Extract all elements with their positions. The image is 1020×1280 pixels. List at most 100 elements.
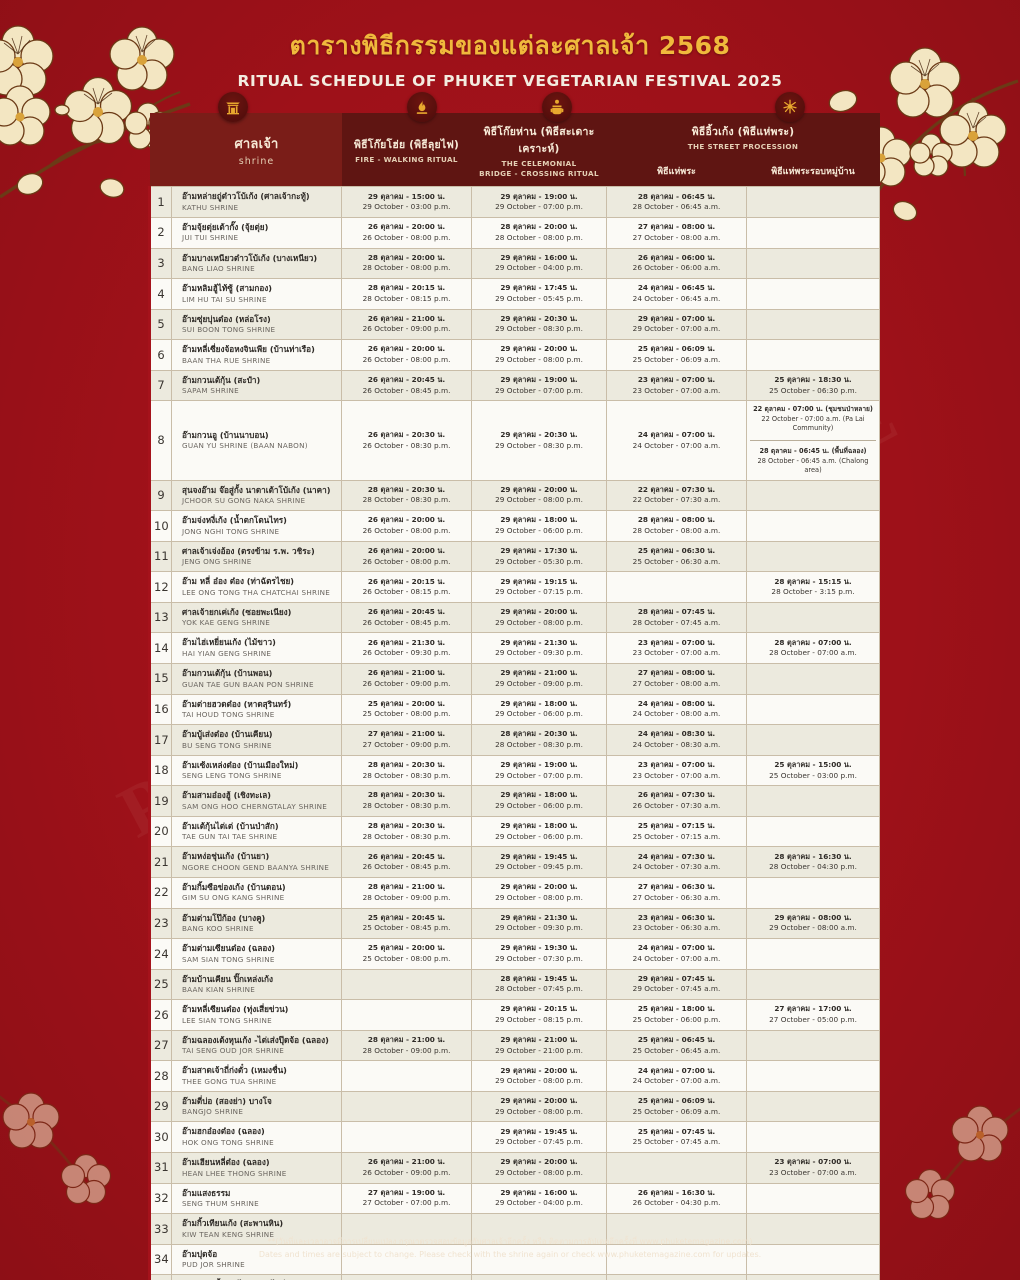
cell-village-procession: 28 ตุลาคม - 07:00 น. 28 October - 07:00 a… — [745, 632, 881, 665]
cell-street-procession: 24 ตุลาคม - 07:00 น. 24 October - 07:00 a… — [606, 938, 747, 970]
cell-street-procession: 25 ตุลาคม - 06:30 น. 25 October - 06:30 a… — [606, 540, 747, 573]
cell-bridge-crossing: 29 ตุลาคม - 21:00 น. 29 October - 21:00 p… — [471, 1029, 607, 1062]
cell-village-procession — [745, 1213, 881, 1245]
table-row[interactable]: 3 อ๊ามบางเหนียวต๋าวโบ้เก้ง (บางเหนียว) BAN… — [148, 247, 881, 280]
time-thai: 28 ตุลาคม - 15:15 น. — [774, 576, 852, 586]
cell-shrine: ศาลเจ้าเจ่งอ้อง (ตรงข้าม ร.พ. วชิระ) JENG… — [171, 540, 342, 573]
cell-street-procession: 29 ตุลาคม - 07:00 น. 29 October - 07:00 a… — [606, 308, 747, 341]
time-english: 28 October - 06:45 a.m. (Chalong area) — [757, 456, 869, 475]
table-row[interactable]: 19 อ๊ามสามอ๋องฮู้ (เชิงทะเล) SAM ONG HOO C… — [148, 785, 881, 817]
table-row[interactable]: 15 อ๊ามกวนเต้กุ้น (บ้านพอน) GUAN TAE GUN B… — [148, 663, 881, 695]
shrine-name-thai: อ๊ามต่ามเซียนต๋อง (ฉลอง) — [182, 943, 276, 954]
header-shrine-en: shrine — [238, 155, 275, 167]
table-row[interactable]: 33 อ๊ามกิ้วเทียนเก้ง (สะพานหิน) KIW TEAN K… — [148, 1213, 881, 1245]
table-row[interactable]: 27 อ๊ามฉลองเต้งหุนเก้ง -ไต่เส่งปุ๊ดจ้อ (ฉ… — [148, 1029, 881, 1062]
time-block: 25 ตุลาคม - 18:00 น. 25 October - 06:00 p… — [610, 1004, 743, 1025]
time-english: 29 October - 08:30 p.m. — [495, 440, 583, 450]
time-thai: 29 ตุลาคม - 20:00 น. — [500, 344, 578, 354]
table-row[interactable]: 23 อ๊ามต่ามโป๊ก้อง (บางคู) BANG KOO SHRINE… — [148, 907, 881, 940]
row-number: 7 — [148, 369, 172, 402]
table-row[interactable]: 11 ศาลเจ้าเจ่งอ้อง (ตรงข้าม ร.พ. วชิระ) JE… — [148, 540, 881, 573]
time-block: 23 ตุลาคม - 06:30 น. 23 October - 06:30 a… — [610, 913, 743, 934]
header-procession-th: พิธีอิ้วเก้ง (พิธีแห่พระ) — [691, 125, 795, 138]
table-row[interactable]: 26 อ๊ามหลี่เซียนต๋อง (ทุ่งเสี่ยข่วน) LEE S… — [148, 999, 881, 1031]
table-row[interactable]: 35เทวสถานกิ้วอ๋องไต่เต่ (ราไวย์)GIW AONG… — [148, 1274, 881, 1280]
table-row[interactable]: 13 ศาลเจ้ายกเค่เก้ง (ซอยพะเนียง) YOK KAE G… — [148, 601, 881, 634]
time-english: 29 October - 06:00 p.m. — [495, 526, 583, 535]
time-english: 25 October - 06:09 a.m. — [632, 355, 721, 365]
time-english: 29 October - 21:00 p.m. — [495, 1045, 583, 1055]
shrine-name-english: LEE SIAN TONG SHRINE — [182, 1015, 272, 1025]
time-thai: 25 ตุลาคม - 07:15 น. — [637, 821, 716, 831]
time-english: 28 October - 08:30 p.m. — [362, 801, 451, 811]
cell-fire-walking: 26 ตุลาคม - 20:00 น. 26 October - 08:00 p… — [341, 510, 472, 542]
cell-shrine: อ๊ามหลี่เซียนต๋อง (ทุ่งเสี่ยข่วน) LEE SIA… — [171, 999, 342, 1031]
cell-bridge-crossing: 28 ตุลาคม - 19:45 น. 28 October - 07:45 p… — [471, 968, 607, 1001]
header-bridge-en: THE CELEMONIAL BRIDGE - CROSSING RITUAL — [479, 159, 599, 178]
time-thai: 28 ตุลาคม - 08:00 น. — [637, 515, 716, 525]
cell-fire-walking: 25 ตุลาคม - 20:45 น. 25 October - 08:45 p… — [341, 907, 472, 940]
table-row[interactable]: 30 อ๊ามฮกอ๋องต๋อง (ฉลอง) HOK ONG TONG SHRI… — [148, 1121, 881, 1154]
time-english: 28 October - 08:30 p.m. — [362, 495, 451, 505]
poster-header: ตารางพิธีกรรมของแต่ละศาลเจ้า 2568 RITUAL… — [0, 0, 1020, 90]
table-row[interactable]: 31 อ๊ามเฮียนหลี่ต๋อง (ฉลอง) HEAN LHEE THON… — [148, 1152, 881, 1184]
table-row[interactable]: 4 อ๊ามหลิมฮู้ไท้ซู้ (สามกอง) LIM HU TAI SU… — [148, 278, 881, 310]
cell-fire-walking: 28 ตุลาคม - 20:30 น. 28 October - 08:30 p… — [341, 815, 472, 848]
table-row[interactable]: 24 อ๊ามต่ามเซียนต๋อง (ฉลอง) SAM SIAN TONG … — [148, 938, 881, 970]
table-row[interactable]: 10 อ๊ามจ่งหงี่เก้ง (น้ำตกโตนไทร) JONG NGHI… — [148, 510, 881, 542]
time-english: 29 October - 08:00 p.m. — [495, 1076, 583, 1086]
shrine-name-thai: อ๊ามหล่ายถู่ต๋าวโบ้เก้ง (ศาลเจ้ากะทู้) — [182, 191, 310, 202]
table-row[interactable]: 25 อ๊ามบ้านเคียน ปิ๊กเหล่งเก้ง BAAN KIAN S… — [148, 968, 881, 1001]
table-row[interactable]: 32 อ๊ามแสงธรรม SENG THUM SHRINE 27 ตุลาคม -… — [148, 1182, 881, 1215]
table-row[interactable]: 20 อ๊ามเต้กุ้นไต่เต่ (บ้านป่าสัก) TAE GUN … — [148, 815, 881, 848]
table-row[interactable]: 21 อ๊ามหง่อชุ่นเก้ง (บ้านยา) NGORE CHOON G… — [148, 846, 881, 878]
cell-fire-walking: 27 ตุลาคม - 21:00 น. 27 October - 09:00 p… — [341, 724, 472, 756]
table-row[interactable]: 18 อ๊ามเซ้งเหล่งต๋อง (บ้านเมืองใหม่) SENG … — [148, 754, 881, 787]
shrine-name-thai: อ๊ามหลี่เซี่ยงจ้อหงจินเพีย (บ้านท่าเรือ) — [182, 344, 315, 355]
time-thai: 29 ตุลาคม - 20:30 น. — [500, 313, 578, 323]
time-thai: 29 ตุลาคม - 19:00 น. — [500, 759, 578, 769]
cell-shrine: อ๊ามซุ่ยบุ่นต๋อง (หล่อโรง) SUI BOON TONG … — [171, 308, 342, 341]
table-row[interactable]: 1 อ๊ามหล่ายถู่ต๋าวโบ้เก้ง (ศาลเจ้ากะทู้) K… — [148, 186, 881, 218]
table-row[interactable]: 5 อ๊ามซุ่ยบุ่นต๋อง (หล่อโรง) SUI BOON TONG… — [148, 308, 881, 341]
time-thai: 27 ตุลาคม - 06:30 น. — [637, 882, 716, 892]
time-english: 28 October - 07:45 p.m. — [495, 984, 583, 994]
time-thai: 29 ตุลาคม - 15:00 น. — [367, 191, 446, 201]
table-row[interactable]: 29 อ๊ามตี่บ่อ (สองย่า) บางโจ BANGJO SHRINE… — [148, 1090, 881, 1123]
table-row[interactable]: 16 อ๊ามต่ายฮวดต๋อง (หาดสุรินทร์) TAI HOUD … — [148, 693, 881, 726]
time-thai: 29 ตุลาคม - 08:00 น. — [774, 912, 852, 922]
table-row[interactable]: 14 อ๊ามไฮ่เหยี่ยนเก้ง (ไม้ขาว) HAI YIAN GE… — [148, 632, 881, 665]
cell-fire-walking: 26 ตุลาคม - 20:00 น. 26 October - 08:00 p… — [341, 540, 472, 573]
time-block: 29 ตุลาคม - 21:00 น. 29 October - 21:00 p… — [475, 1035, 603, 1056]
cell-street-procession: 28 ตุลาคม - 08:00 น. 28 October - 08:00 a… — [606, 510, 747, 542]
time-english: 25 October - 06:30 p.m. — [769, 385, 857, 395]
time-thai: 29 ตุลาคม - 19:00 น. — [500, 375, 578, 385]
table-row[interactable]: 22 อ๊ามกิ้มซือข่องเก้ง (บ้านดอน) GIM SU ON… — [148, 876, 881, 909]
table-row[interactable]: 2 อ๊ามจุ้ยตุ่ยเต้ากั๊ง (จุ้ยตุ่ย) JUI TUI … — [148, 217, 881, 249]
table-row[interactable]: 12 อ๊าม หลี่ อ๋อง ต๋อง (ท่าฉัตรไชย) LEE ON… — [148, 571, 881, 603]
time-block: 28 ตุลาคม - 21:00 น. 28 October - 09:00 p… — [345, 1035, 468, 1056]
time-english: 23 October - 07:00 a.m. — [632, 385, 721, 395]
time-thai: 28 ตุลาคม - 20:30 น. — [367, 790, 446, 800]
time-thai: 29 ตุลาคม - 21:30 น. — [500, 637, 578, 647]
table-row[interactable]: 17 อ๊ามบู้เส่งต๋อง (บ้านเคียน) BU SENG TON… — [148, 724, 881, 756]
cell-fire-walking: 27 ตุลาคม - 19:00 น. 27 October - 07:00 p… — [341, 1182, 472, 1215]
time-thai: 26 ตุลาคม - 21:00 น. — [367, 313, 446, 323]
time-thai: 26 ตุลาคม - 06:00 น. — [637, 252, 716, 262]
time-english: 29 October - 07:45 p.m. — [495, 1137, 583, 1147]
time-english: 28 October - 08:00 p.m. — [495, 232, 583, 242]
table-row[interactable]: 9 สุนจงอ๊าม จ๊อสู่กั้ง นาดาเต้าโบ้เก้ง (น… — [148, 479, 881, 512]
cell-street-procession — [606, 1274, 747, 1280]
table-row[interactable]: 7 อ๊ามกวนเต้กุ้น (สะปำ) SAPAM SHRINE 26 ตุล… — [148, 369, 881, 402]
time-english: 24 October - 07:00 a.m. — [632, 953, 721, 963]
table-row[interactable]: 28 อ๊ามสาดเจ้าถี่ก่งตั๋ว (เหมงชื่น) THEE G… — [148, 1060, 881, 1092]
time-block: 28 ตุลาคม - 20:30 น. 28 October - 08:30 p… — [345, 760, 468, 781]
cell-village-procession — [745, 217, 881, 249]
cell-bridge-crossing: 29 ตุลาคม - 20:30 น. 29 October - 08:30 p… — [471, 308, 607, 341]
shrine-name-english: BAAN THA RUE SHRINE — [182, 355, 271, 365]
table-row[interactable]: 8 อ๊ามกวนอู (บ้านนาบอน) GUAN YU SHRINE (BA… — [148, 400, 881, 481]
shrine-name-thai: อ๊ามต่ายฮวดต๋อง (หาดสุรินทร์) — [182, 698, 292, 709]
table-row[interactable]: 6 อ๊ามหลี่เซี่ยงจ้อหงจินเพีย (บ้านท่าเรือ… — [148, 339, 881, 371]
time-english: 29 October - 08:00 p.m. — [495, 495, 583, 505]
cell-fire-walking: 28 ตุลาคม - 20:15 น. 28 October - 08:15 p… — [341, 278, 472, 310]
